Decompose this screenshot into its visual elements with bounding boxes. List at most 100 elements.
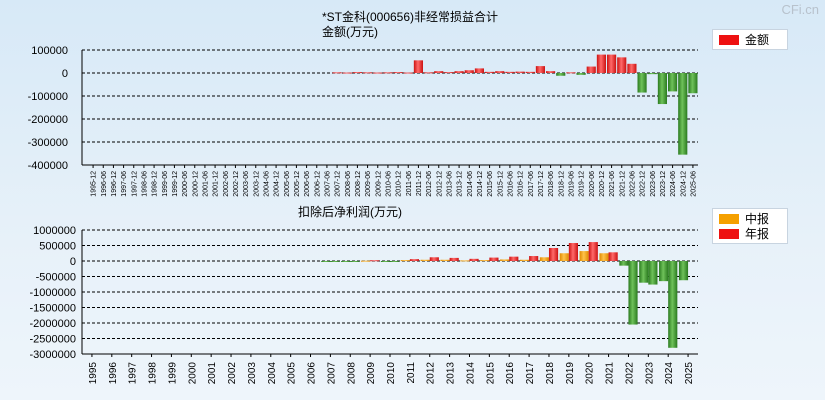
chart1-bar xyxy=(657,73,667,105)
chart2-bar-interim xyxy=(420,259,430,261)
chart2-bar-interim xyxy=(440,259,450,261)
chart1-xtick-label: 2006-12 xyxy=(314,171,321,197)
chart1-bar xyxy=(434,71,444,73)
chart2-xtick-label: 2008 xyxy=(346,362,357,385)
chart2-bar-annual xyxy=(509,256,519,261)
chart2-xtick-label: 2022 xyxy=(624,362,635,385)
chart1-xtick-label: 2009-12 xyxy=(375,171,382,197)
chart1-bar xyxy=(352,72,362,74)
chart1-xtick-label: 2008-12 xyxy=(355,171,362,197)
chart2-xtick-label: 2013 xyxy=(446,362,457,385)
chart1-bar xyxy=(647,73,657,75)
chart2-bar-annual xyxy=(568,243,578,261)
chart2-ytick-label: -2500000 xyxy=(30,334,77,346)
chart2-bar-annual xyxy=(608,252,618,261)
chart1-xtick-label: 2013-06 xyxy=(446,171,453,197)
chart1-xtick-label: 2022-06 xyxy=(629,171,636,197)
chart2-bar-annual xyxy=(429,257,439,261)
chart1-xtick-label: 2021-12 xyxy=(619,171,626,197)
chart1-xtick-label: 2000-06 xyxy=(182,171,189,197)
chart1-xtick-label: 2019-12 xyxy=(579,171,586,197)
chart2-xtick-label: 2021 xyxy=(605,362,616,385)
chart2-xtick-label: 2020 xyxy=(585,362,596,385)
chart2-ytick-label: 500000 xyxy=(39,241,76,253)
chart2-bar-annual xyxy=(469,258,479,261)
chart2-ytick-label: 1000000 xyxy=(33,225,76,237)
chart2-xtick-label: 2000 xyxy=(187,362,198,385)
chart1-xtick-label: 2005-06 xyxy=(284,171,291,197)
chart2-bar-annual xyxy=(409,259,420,261)
chart2-xtick-label: 2004 xyxy=(267,362,278,385)
chart1-xtick-label: 2008-06 xyxy=(345,171,352,197)
chart2-ytick-label: 0 xyxy=(70,256,76,268)
chart1-ytick-label: -400000 xyxy=(28,160,68,172)
chart2-bar-interim xyxy=(460,260,470,262)
chart1-xtick-label: 2020-12 xyxy=(599,171,606,197)
chart2-xtick-label: 2023 xyxy=(644,362,655,385)
chart1-ytick-label: 100000 xyxy=(31,45,68,57)
chart2-xtick-label: 2019 xyxy=(565,362,576,385)
chart1-bar xyxy=(546,71,556,73)
chart1-xtick-label: 2022-12 xyxy=(640,171,647,197)
legend-swatch-annual xyxy=(719,228,739,239)
chart1-bar xyxy=(637,73,647,93)
chart1-ylabel: 金额(万元) xyxy=(322,24,378,39)
chart1-bar xyxy=(586,66,596,73)
chart1-bar xyxy=(556,73,566,76)
legend-swatch-amount xyxy=(719,34,739,45)
chart1-bar xyxy=(495,71,505,73)
chart2-xtick-label: 1997 xyxy=(128,362,139,385)
chart2-xtick-label: 2007 xyxy=(326,362,337,385)
legend-item-annual: 年报 xyxy=(719,226,781,241)
chart2-xtick-label: 2012 xyxy=(426,362,437,385)
chart2-xtick-label: 2017 xyxy=(525,362,536,385)
chart1-xtick-label: 2001-12 xyxy=(213,171,220,197)
chart2-bar-interim xyxy=(519,259,530,261)
chart2-bar-interim xyxy=(559,253,569,261)
chart2-bar-annual xyxy=(350,261,360,262)
chart2-xtick-label: 1995 xyxy=(88,362,99,385)
chart1-bar xyxy=(627,63,637,73)
chart2-bar-interim xyxy=(639,261,649,283)
chart2-xtick-label: 2001 xyxy=(207,362,218,385)
legend-item-interim: 中报 xyxy=(719,211,781,226)
chart1-xtick-label: 2014-12 xyxy=(477,171,484,197)
chart1-xtick-label: 2010-06 xyxy=(385,171,392,197)
chart1-xtick-label: 2007-06 xyxy=(324,171,331,197)
chart1-xtick-label: 1996-06 xyxy=(101,171,108,197)
chart1-xtick-label: 2023-12 xyxy=(660,171,667,197)
watermark: CFi.cn xyxy=(781,2,819,17)
chart1-xtick-label: 2015-12 xyxy=(497,171,504,197)
chart2-bar-annual xyxy=(548,247,559,261)
chart1-xtick-label: 1998-12 xyxy=(152,171,159,197)
chart2-bar-annual xyxy=(330,261,340,262)
legend-label-interim: 中报 xyxy=(745,212,770,226)
legend-swatch-interim xyxy=(719,213,739,224)
chart2-xtick-label: 2003 xyxy=(247,362,258,385)
chart2-xtick-label: 1999 xyxy=(167,362,178,385)
chart2-ytick-label: -2000000 xyxy=(30,318,77,330)
chart2-ytick-label: -1500000 xyxy=(30,303,77,315)
chart1-bar xyxy=(515,71,525,73)
chart1-bar xyxy=(668,73,678,92)
legend-label-annual: 年报 xyxy=(745,227,770,241)
chart1-xtick-label: 1997-06 xyxy=(121,171,128,197)
chart1-bar xyxy=(525,71,535,73)
chart2-title: 扣除后净利润(万元) xyxy=(298,204,402,219)
chart2-bar-interim xyxy=(579,251,589,261)
chart1-bar xyxy=(413,60,423,73)
chart2-bar-interim xyxy=(341,261,351,262)
chart1-bar xyxy=(607,54,617,73)
chart1-bar xyxy=(454,71,464,73)
chart1-xtick-label: 2018-06 xyxy=(548,171,555,197)
chart2-bar-interim xyxy=(659,261,669,282)
chart1-ytick-label: -100000 xyxy=(28,91,68,103)
chart2-bar-annual xyxy=(529,256,539,261)
chart2-bar-interim xyxy=(599,253,609,261)
chart2-bar-interim xyxy=(400,260,410,262)
chart1-xtick-label: 2007-12 xyxy=(335,171,342,197)
chart1-xtick-label: 2012-06 xyxy=(426,171,433,197)
chart2-xtick-label: 2005 xyxy=(287,362,298,385)
